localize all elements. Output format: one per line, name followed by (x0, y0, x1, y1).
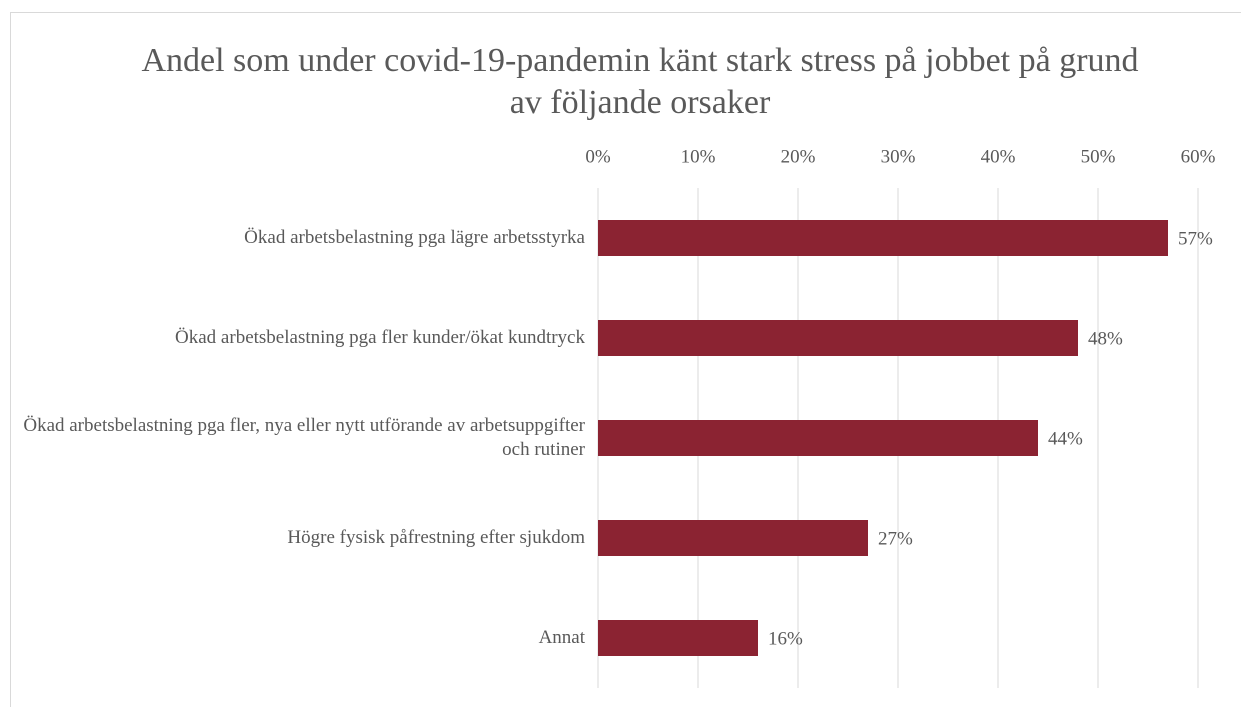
y-tick-label: Högre fysisk påfrestning efter sjukdom (287, 527, 585, 548)
x-tick-label: 60% (1181, 146, 1216, 167)
data-label: 57% (1178, 228, 1213, 249)
bar (598, 320, 1078, 356)
x-tick-label: 0% (585, 146, 611, 167)
x-tick-label: 40% (981, 146, 1016, 167)
x-tick-label: 10% (681, 146, 716, 167)
bar (598, 420, 1038, 456)
data-label: 16% (768, 628, 803, 649)
data-label: 27% (878, 528, 913, 549)
y-tick-label: Ökad arbetsbelastning pga lägre arbetsst… (244, 227, 585, 248)
y-tick-label: Ökad arbetsbelastning pga fler, nya elle… (23, 415, 585, 460)
data-label: 44% (1048, 428, 1083, 449)
x-tick-label: 50% (1081, 146, 1116, 167)
x-tick-label: 30% (881, 146, 916, 167)
y-tick-label: Annat (538, 627, 585, 648)
bar (598, 620, 758, 656)
bar (598, 520, 868, 556)
chart-title: Andel som under covid-19-pandemin känt s… (141, 42, 1139, 121)
frame (10, 12, 1241, 707)
y-tick-label: Ökad arbetsbelastning pga fler kunder/ök… (175, 327, 585, 348)
data-label: 48% (1088, 328, 1123, 349)
bar (598, 220, 1168, 256)
x-tick-label: 20% (781, 146, 816, 167)
